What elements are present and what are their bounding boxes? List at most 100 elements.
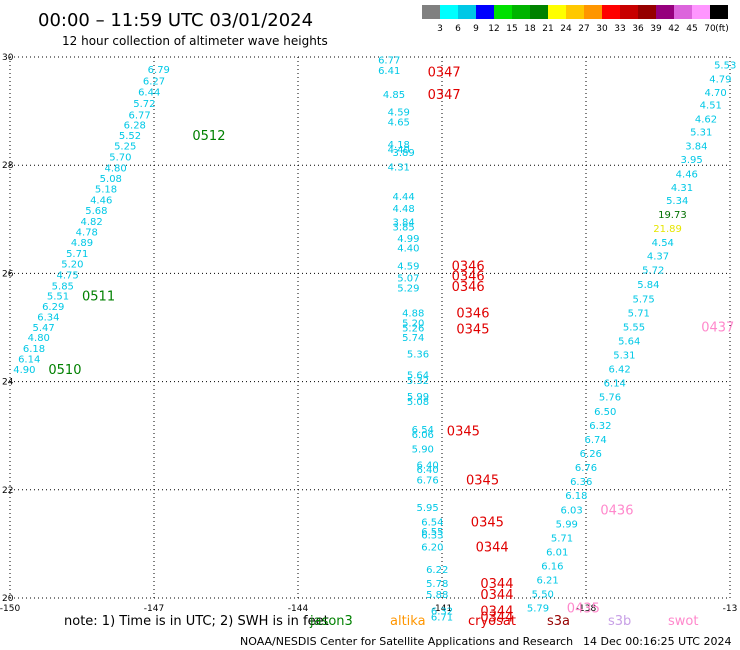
chart-grid <box>9 56 731 599</box>
swh-value: 5.31 <box>613 351 635 362</box>
swh-value: 5.64 <box>407 371 429 382</box>
swh-value: 5.18 <box>95 184 117 195</box>
swh-value: 6.76 <box>416 476 438 487</box>
x-tick-label: -150 <box>0 604 20 614</box>
y-tick-label: 22 <box>2 486 13 496</box>
satellite-label-jason3: jason3 <box>309 614 353 629</box>
legend-swatch <box>530 5 548 19</box>
swh-value: 5.20 <box>402 319 424 330</box>
legend-label: 6 <box>455 24 461 34</box>
chart-title: 00:00 – 11:59 UTC 03/01/2024 <box>38 10 313 31</box>
legend-swatch <box>422 5 440 19</box>
swh-value: 3.89 <box>392 148 414 159</box>
legend-swatch <box>512 5 530 19</box>
legend-swatch <box>674 5 692 19</box>
swh-value: 4.90 <box>13 365 35 376</box>
swh-value: 5.74 <box>402 333 424 344</box>
swh-value: 6.03 <box>560 505 582 516</box>
swh-value: 5.76 <box>599 393 621 404</box>
swh-value: 6.27 <box>143 76 165 87</box>
swh-value: 6.50 <box>594 407 616 418</box>
satellite-label-altika: altika <box>390 614 426 629</box>
swh-value: 5.72 <box>642 266 664 277</box>
swh-value: 4.85 <box>383 90 405 101</box>
legend-swatch <box>458 5 476 19</box>
color-legend: 3 6 9 12 15 18 21 24 27 30 33 36 39 42 45 70 (ft) <box>422 5 729 34</box>
legend-swatch <box>620 5 638 19</box>
legend-label: 15 <box>506 24 517 34</box>
swh-value: 5.75 <box>632 294 654 305</box>
swh-value: 5.78 <box>426 579 448 590</box>
swh-value: 5.95 <box>416 503 438 514</box>
swh-value: 6.06 <box>412 430 434 441</box>
y-tick-label: 24 <box>2 378 14 388</box>
satellite-label-s3a: s3a <box>547 614 570 629</box>
pass-time-label: 0345 <box>466 474 499 489</box>
swh-value: 6.14 <box>604 379 626 390</box>
pass-time-label: 0345 <box>447 424 480 439</box>
swh-value: 4.80 <box>104 163 126 174</box>
swh-value: 4.44 <box>392 192 414 203</box>
swh-value: 5.70 <box>109 153 131 164</box>
legend-label: 24 <box>560 24 572 34</box>
footer-timestamp: 14 Dec 00:16:25 UTC 2024 <box>583 635 731 648</box>
x-tick-label: -144 <box>288 604 309 614</box>
pass-time-label: 0344 <box>480 577 513 592</box>
swh-value: 6.77 <box>128 110 150 121</box>
legend-swatch <box>440 5 458 19</box>
swh-value: 6.21 <box>536 576 558 587</box>
swh-value: 5.99 <box>407 392 429 403</box>
swh-value: 6.76 <box>575 463 597 474</box>
y-tick-label: 20 <box>2 594 14 604</box>
swh-value: 5.85 <box>52 281 74 292</box>
swh-value: 6.32 <box>589 421 611 432</box>
legend-label: 18 <box>524 24 536 34</box>
swh-value: 6.74 <box>584 435 606 446</box>
swh-value: 5.51 <box>47 292 69 303</box>
swh-value: 4.31 <box>671 183 693 194</box>
swh-value: 5.88 <box>426 590 448 601</box>
swh-value: 6.44 <box>138 88 160 99</box>
swh-value: 5.47 <box>32 323 54 334</box>
legend-swatch <box>656 5 674 19</box>
pass-time-label: 0346 <box>456 306 489 321</box>
legend-label: 21 <box>542 24 553 34</box>
chart-subtitle: 12 hour collection of altimeter wave hei… <box>62 34 328 48</box>
pass-time-label: 0344 <box>480 610 513 625</box>
swh-value: 4.46 <box>90 195 112 206</box>
swh-value: 5.64 <box>618 336 640 347</box>
swh-value: 6.42 <box>608 365 630 376</box>
legend-label: 45 <box>686 24 697 34</box>
swh-value: 5.07 <box>397 274 419 285</box>
legend-swatch <box>692 5 710 19</box>
satellite-label-cryosat: cryosat <box>468 614 516 629</box>
footer-note: note: 1) Time is in UTC; 2) SWH is in fe… <box>64 614 329 629</box>
swh-value: 5.36 <box>407 349 429 360</box>
x-tick-label: -147 <box>144 604 164 614</box>
swh-value: 5.32 <box>407 376 429 387</box>
swh-value: 6.32 <box>431 606 453 617</box>
y-tick-label: 28 <box>2 161 14 171</box>
legend-label: 30 <box>596 24 608 34</box>
swh-value: 5.71 <box>66 249 88 260</box>
swh-value: 3.95 <box>680 155 702 166</box>
swh-value: 5.84 <box>637 280 659 291</box>
legend-label: 39 <box>650 24 662 34</box>
swh-value: 4.59 <box>388 108 410 119</box>
swh-value: 6.18 <box>23 344 45 355</box>
pass-time-label: 0346 <box>452 280 485 295</box>
swh-value: 6.01 <box>546 547 568 558</box>
swh-value: 3.84 <box>392 217 414 228</box>
swh-value: 6.16 <box>541 562 563 573</box>
pass-time-label: 0437 <box>701 320 734 335</box>
swh-value: 21.89 <box>653 224 682 235</box>
swh-value: 5.53 <box>714 61 736 72</box>
swh-value: 4.59 <box>397 261 419 272</box>
swh-value: 6.20 <box>421 543 443 554</box>
swh-value: 4.70 <box>704 88 726 99</box>
pass-time-label: 0347 <box>428 88 461 103</box>
legend-swatch <box>566 5 584 19</box>
swh-value: 4.40 <box>397 243 419 254</box>
pass-time-label: 0346 <box>452 259 485 274</box>
